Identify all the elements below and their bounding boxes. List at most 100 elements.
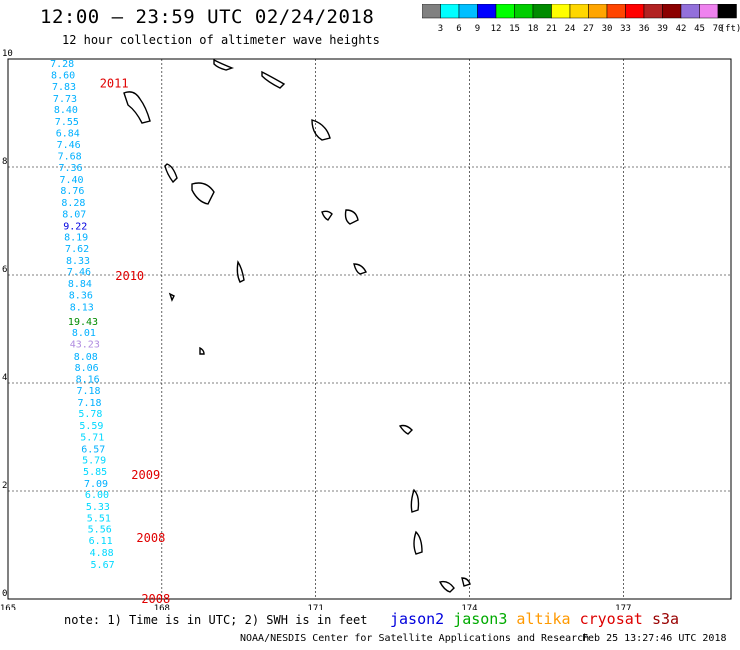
wave-height-value: 8.33 (66, 256, 90, 267)
color-scale-label: 70 (713, 24, 724, 34)
atoll-outline (123, 91, 151, 124)
color-scale-label: 36 (639, 24, 650, 34)
color-scale-label: 30 (602, 24, 613, 34)
wave-height-value: 19.43 (68, 317, 98, 328)
wave-height-value: 5.67 (91, 560, 115, 571)
color-scale-label: 18 (528, 24, 539, 34)
wave-height-value: 7.83 (52, 82, 76, 93)
wave-height-value: 5.51 (87, 513, 111, 524)
atoll-outline (398, 424, 413, 435)
atoll-outline (438, 580, 455, 593)
atoll-outline (410, 488, 420, 513)
wave-height-value: 7.18 (77, 386, 101, 397)
mission-cryosat: cryosat (580, 610, 643, 628)
pass-time-label: 2011 (100, 76, 129, 90)
wave-height-value: 7.28 (50, 59, 74, 70)
legend-note: note: 1) Time is in UTC; 2) SWH is in fe… (64, 613, 367, 627)
mission-legend: note: 1) Time is in UTC; 2) SWH is in fe… (64, 610, 679, 628)
wave-height-value: 7.36 (59, 163, 83, 174)
atoll-outline (199, 346, 205, 355)
wave-height-value: 5.33 (86, 502, 110, 513)
pass-time-label: 2009 (131, 468, 160, 482)
latitude-tick-label: 4 (2, 373, 7, 383)
color-scale-label: 39 (657, 24, 668, 34)
wave-height-value: 6.11 (89, 536, 113, 547)
wave-height-value: 6.57 (81, 444, 105, 455)
wave-height-value: 7.18 (77, 398, 101, 409)
atoll-outline (311, 119, 331, 141)
wave-height-value: 7.55 (55, 117, 79, 128)
wave-height-color-scale: 3 6 9 12 15 18 21 24 27 30 33 36 39 42 45 70(ft) (422, 4, 740, 34)
color-scale-label: 3 (438, 24, 443, 34)
atoll-outline (461, 577, 471, 587)
atoll-outline (344, 209, 359, 225)
wave-height-value: 5.78 (78, 409, 102, 420)
wave-height-value: 8.01 (72, 328, 96, 339)
longitude-tick-label: 165 (0, 604, 16, 610)
map-frame (7, 58, 732, 600)
color-scale-label: 45 (694, 24, 705, 34)
wave-height-value: 4.88 (90, 548, 114, 559)
color-scale-label: 12 (491, 24, 502, 34)
color-scale-label: 42 (676, 24, 687, 34)
map-title: 12:00 – 23:59 UTC 02/24/2018 (40, 6, 375, 28)
mission-altika: altika (516, 610, 570, 628)
wave-height-value: 8.60 (51, 71, 75, 82)
longitude-tick-label: 177 (615, 604, 631, 610)
wave-height-value: 6.00 (85, 490, 109, 501)
atoll-outline (213, 58, 235, 71)
latitude-tick-label: 0 (2, 589, 7, 599)
wave-height-value: 7.09 (84, 479, 108, 490)
color-scale-label: 24 (565, 24, 576, 34)
atoll-outline (261, 70, 286, 89)
credit-line: NOAA/NESDIS Center for Satellite Applica… (240, 633, 590, 644)
longitude-tick-label: 168 (154, 604, 170, 610)
mission-s3a: s3a (652, 610, 679, 628)
atoll-outline (164, 163, 178, 184)
wave-height-value: 5.79 (82, 456, 106, 467)
longitude-tick-label: 174 (461, 604, 477, 610)
longitude-tick-label: 171 (308, 604, 324, 610)
wave-height-value: 7.46 (67, 267, 91, 278)
color-scale-label: 6 (456, 24, 461, 34)
color-scale-label: 21 (546, 24, 557, 34)
latitude-tick-label: 8 (2, 157, 7, 167)
pass-time-label: 2008 (141, 592, 170, 606)
map-subtitle: 12 hour collection of altimeter wave hei… (62, 33, 380, 47)
wave-height-value: 43.23 (70, 340, 100, 351)
atoll-outline (168, 292, 175, 302)
wave-height-value: 8.40 (54, 105, 78, 116)
latitude-tick-label: 6 (2, 265, 7, 275)
altimeter-map: 7.288.607.837.738.407.556.847.467.687.36… (0, 49, 732, 610)
mission-jason2: jason2 (390, 610, 444, 628)
color-scale-label: 15 (509, 24, 520, 34)
wave-height-value: 7.68 (58, 152, 82, 163)
color-scale-unit: (ft) (720, 24, 740, 34)
wave-height-value: 8.84 (68, 279, 92, 290)
pass-labels: 7.288.607.837.738.407.556.847.467.687.36… (50, 59, 170, 606)
wave-height-value: 8.13 (70, 302, 94, 313)
pass-time-label: 2008 (136, 531, 165, 545)
wave-height-value: 7.40 (59, 175, 83, 186)
wave-height-value: 7.62 (65, 244, 89, 255)
color-scale-swatch (717, 4, 737, 19)
atoll-outline (236, 260, 245, 283)
color-scale-label: 33 (620, 24, 631, 34)
wave-height-value: 8.08 (74, 352, 98, 363)
latitude-tick-label: 2 (2, 481, 7, 491)
generation-timestamp: Feb 25 13:27:46 UTC 2018 (582, 633, 727, 644)
wave-height-value: 8.16 (76, 375, 100, 386)
wave-height-value: 8.36 (69, 290, 93, 301)
pass-time-label: 2010 (115, 269, 144, 283)
latitude-tick-label: 10 (2, 49, 13, 59)
wave-height-value: 5.71 (80, 432, 104, 443)
wave-height-value: 8.19 (64, 233, 88, 244)
atoll-outline (321, 210, 333, 221)
wave-height-value: 5.59 (79, 421, 103, 432)
wave-height-value: 9.22 (63, 221, 87, 232)
color-scale-label: 27 (583, 24, 594, 34)
lat-lon-grid (7, 58, 731, 600)
atoll-outline (413, 530, 423, 555)
wave-height-value: 5.56 (88, 524, 112, 535)
wave-height-value: 7.46 (57, 140, 81, 151)
